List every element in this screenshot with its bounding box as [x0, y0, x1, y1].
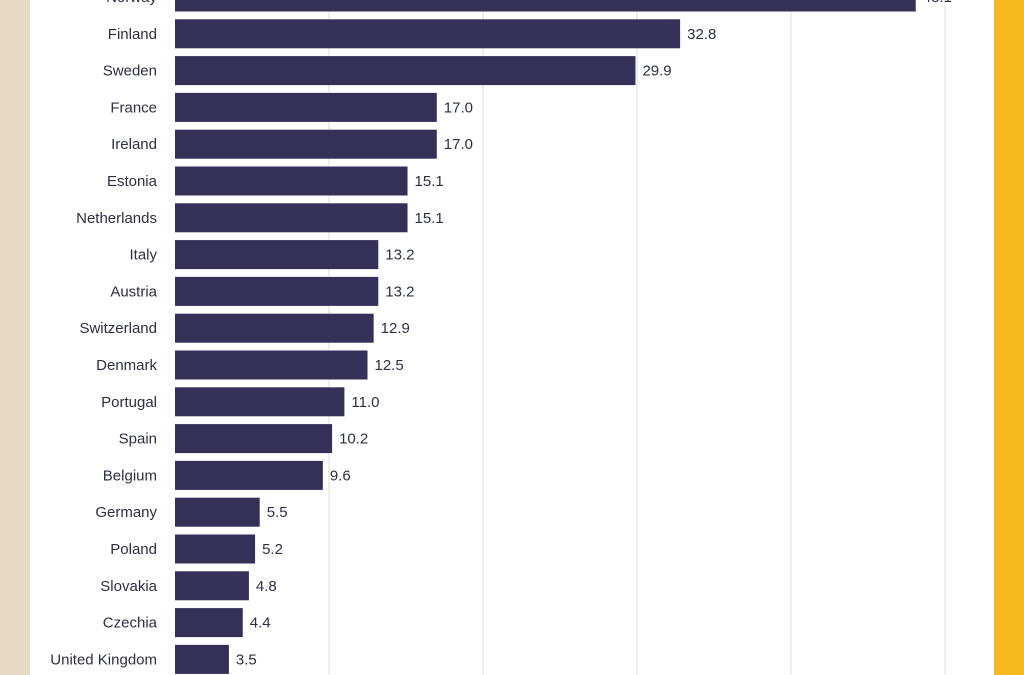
value-label-estonia: 15.1: [415, 173, 444, 190]
category-label-belgium: Belgium: [103, 467, 157, 484]
bar-netherlands: [175, 203, 408, 233]
category-label-denmark: Denmark: [96, 357, 157, 374]
category-label-finland: Finland: [108, 26, 157, 43]
bar-ireland: [175, 129, 437, 159]
gridlines: [328, 0, 946, 675]
value-label-slovakia: 4.8: [256, 578, 277, 595]
value-label-italy: 13.2: [385, 247, 414, 264]
bar-norway: [175, 0, 916, 12]
category-label-norway: Norway: [106, 0, 157, 6]
value-label-netherlands: 15.1: [415, 210, 444, 227]
category-label-germany: Germany: [95, 504, 157, 521]
value-label-united-kingdom: 3.5: [236, 651, 257, 668]
value-label-france: 17.0: [444, 99, 473, 116]
category-label-netherlands: Netherlands: [76, 210, 157, 227]
bar-finland: [175, 19, 681, 49]
value-label-spain: 10.2: [339, 431, 368, 448]
category-label-czechia: Czechia: [103, 615, 158, 632]
value-label-austria: 13.2: [385, 283, 414, 300]
bar-sweden: [175, 56, 636, 86]
category-label-portugal: Portugal: [101, 394, 157, 411]
value-label-germany: 5.5: [267, 504, 288, 521]
value-label-poland: 5.2: [262, 541, 283, 558]
bar-czechia: [175, 608, 243, 638]
bar-germany: [175, 497, 260, 527]
category-label-poland: Poland: [110, 541, 157, 558]
category-label-france: France: [110, 99, 157, 116]
category-label-switzerland: Switzerland: [79, 320, 157, 337]
right-decorative-strip: [994, 0, 1024, 675]
bar-portugal: [175, 387, 345, 417]
value-label-portugal: 11.0: [351, 394, 379, 411]
category-label-sweden: Sweden: [103, 63, 157, 80]
bar-slovakia: [175, 571, 249, 601]
category-label-united-kingdom: United Kingdom: [50, 651, 157, 668]
bar-austria: [175, 276, 379, 306]
bar-estonia: [175, 166, 408, 196]
bar-denmark: [175, 350, 368, 380]
bar-switzerland: [175, 313, 374, 343]
left-decorative-strip: [0, 0, 30, 675]
category-label-austria: Austria: [110, 283, 157, 300]
value-label-ireland: 17.0: [444, 136, 473, 153]
value-label-finland: 32.8: [687, 26, 716, 43]
bar-italy: [175, 240, 379, 270]
category-labels: Norway Finland Sweden France Ireland Estonia N…: [50, 0, 157, 668]
bar-poland: [175, 534, 256, 564]
value-label-norway: 48.1: [923, 0, 952, 6]
value-label-sweden: 29.9: [642, 63, 671, 80]
category-label-italy: Italy: [129, 247, 157, 264]
bar-united-kingdom: [175, 644, 229, 674]
category-label-spain: Spain: [119, 431, 157, 448]
value-label-belgium: 9.6: [330, 467, 351, 484]
bar-belgium: [175, 460, 323, 490]
value-label-denmark: 12.5: [375, 357, 404, 374]
value-label-switzerland: 12.9: [381, 320, 410, 337]
category-label-ireland: Ireland: [111, 136, 157, 153]
category-label-estonia: Estonia: [107, 173, 158, 190]
value-label-czechia: 4.4: [250, 615, 271, 632]
bar-spain: [175, 424, 333, 454]
bar-france: [175, 92, 437, 122]
bars: [175, 0, 916, 674]
value-labels: 48.1 32.8 29.9 17.0 17.0 15.1 15.1 13.2 13.2 12.9…: [236, 0, 952, 668]
category-label-slovakia: Slovakia: [100, 578, 157, 595]
